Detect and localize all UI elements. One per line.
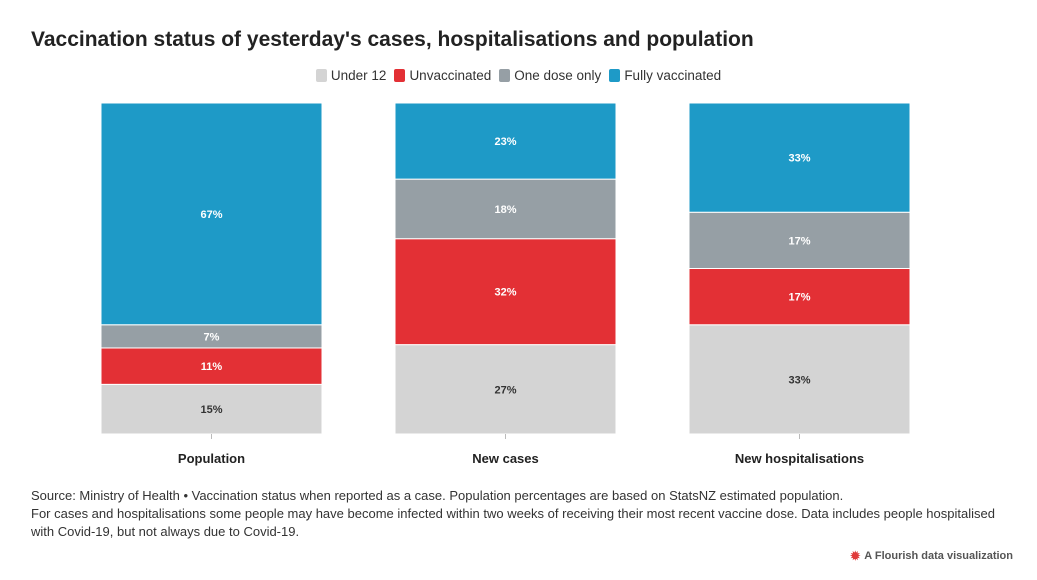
x-tick-label-new-cases: New cases: [472, 451, 539, 466]
credit-label: A Flourish data visualization: [864, 550, 1013, 562]
data-label-new-cases-under-12: 27%: [494, 384, 516, 396]
x-tick-label-new-hospitalisations: New hospitalisations: [735, 451, 864, 466]
legend-label: Under 12: [330, 68, 387, 83]
legend-item-one-dose[interactable]: One dose only: [499, 68, 601, 83]
flourish-logo-icon: ✹: [850, 549, 861, 563]
legend-swatch: [499, 69, 511, 82]
data-label-population-unvaccinated: 11%: [201, 361, 223, 373]
data-label-new-cases-one-dose-only: 18%: [494, 204, 516, 216]
data-label-population-under-12: 15%: [200, 404, 222, 416]
source-note: Source: Ministry of Health • Vaccination…: [31, 488, 844, 503]
chart-footer: Source: Ministry of Health • Vaccination…: [31, 487, 1011, 541]
data-label-new-hospitalisations-unvaccinated: 17%: [788, 292, 810, 304]
data-label-new-hospitalisations-under-12: 33%: [788, 374, 810, 386]
methodology-note: For cases and hospitalisations some peop…: [31, 506, 995, 539]
data-label-population-one-dose-only: 7%: [204, 331, 220, 343]
legend-swatch: [394, 69, 406, 82]
bar-segment-new-hospitalisations-unvaccinated[interactable]: [688, 268, 911, 326]
legend-item-unvaccinated[interactable]: Unvaccinated: [394, 68, 491, 83]
data-label-new-hospitalisations-one-dose-only: 17%: [788, 235, 810, 247]
bar-segment-new-cases-fully-vaccinated[interactable]: [394, 102, 617, 180]
stacked-bar-chart: 15% 11% 7% 67% Population 27% 32% 18% 23% New cas…: [100, 102, 911, 466]
flourish-credit[interactable]: ✹ A Flourish data visualization: [850, 549, 1013, 563]
x-tick-label-population: Population: [178, 451, 245, 466]
data-label-population-fully-vaccinated: 67%: [200, 209, 222, 221]
bar-segment-new-hospitalisations-one-dose-only[interactable]: [688, 211, 911, 269]
bar-segment-population-unvaccinated[interactable]: [100, 347, 323, 385]
data-label-new-cases-fully-vaccinated: 23%: [494, 136, 516, 148]
bar-segment-new-hospitalisations-fully-vaccinated[interactable]: [688, 102, 911, 213]
chart-title: Vaccination status of yesterday's cases,…: [31, 28, 754, 51]
bar-segment-new-cases-one-dose-only[interactable]: [394, 178, 617, 240]
legend-swatch: [315, 69, 327, 82]
legend-item-fully-vaccinated[interactable]: Fully vaccinated: [609, 68, 721, 83]
legend-label: Unvaccinated: [409, 68, 492, 83]
bar-segment-new-hospitalisations-under-12[interactable]: [688, 324, 911, 435]
legend-label: One dose only: [514, 68, 602, 83]
legend-swatch: [609, 69, 621, 82]
chart-legend: Under 12 Unvaccinated One dose only Full…: [0, 68, 1037, 83]
data-label-new-cases-unvaccinated: 32%: [494, 287, 516, 299]
bar-segment-new-cases-unvaccinated[interactable]: [394, 238, 617, 346]
legend-item-under-12[interactable]: Under 12: [315, 68, 387, 83]
bar-segment-population-fully-vaccinated[interactable]: [100, 102, 323, 326]
legend-label: Fully vaccinated: [624, 68, 722, 83]
data-label-new-hospitalisations-fully-vaccinated: 33%: [788, 153, 810, 165]
